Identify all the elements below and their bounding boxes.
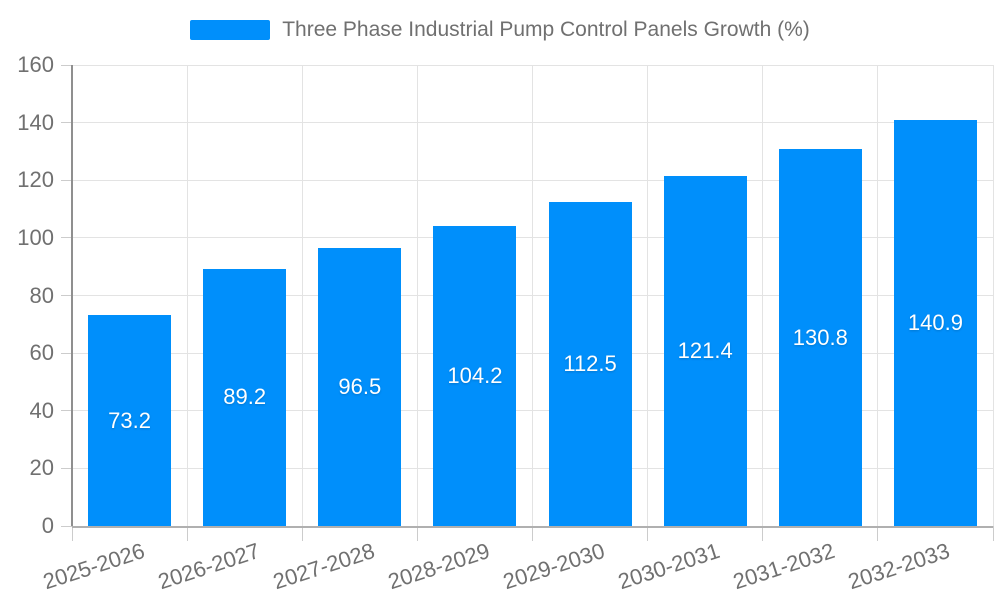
bar[interactable] bbox=[203, 268, 287, 526]
x-axis-tick bbox=[301, 526, 303, 541]
y-axis-tick bbox=[61, 410, 72, 412]
x-axis-tick bbox=[762, 526, 764, 541]
x-axis-tick bbox=[532, 526, 533, 541]
y-axis-label: 20 bbox=[29, 455, 54, 481]
x-axis-tick bbox=[416, 526, 418, 541]
y-axis-label: 40 bbox=[29, 397, 54, 423]
y-axis-line bbox=[71, 65, 73, 526]
x-gridline bbox=[647, 65, 649, 526]
bar[interactable] bbox=[663, 176, 747, 526]
legend-swatch bbox=[190, 20, 271, 40]
y-axis-label: 80 bbox=[29, 282, 54, 308]
y-axis-tick bbox=[61, 64, 72, 66]
x-axis-tick bbox=[186, 526, 188, 541]
y-axis-tick bbox=[61, 179, 72, 181]
y-axis-tick bbox=[61, 467, 72, 469]
bar[interactable] bbox=[548, 201, 632, 526]
x-gridline bbox=[186, 65, 188, 526]
x-gridline bbox=[762, 65, 764, 526]
bar[interactable] bbox=[893, 120, 977, 526]
x-axis-tick bbox=[877, 526, 879, 541]
x-gridline bbox=[301, 65, 303, 526]
y-axis-tick bbox=[61, 352, 72, 354]
y-axis-label: 140 bbox=[17, 109, 54, 135]
bar[interactable] bbox=[88, 315, 172, 526]
y-axis-label: 60 bbox=[29, 340, 54, 366]
bar[interactable] bbox=[778, 149, 862, 526]
y-axis-label: 120 bbox=[17, 167, 54, 193]
legend-item[interactable]: Three Phase Industrial Pump Control Pane… bbox=[0, 18, 1000, 42]
y-axis-tick bbox=[61, 525, 72, 527]
y-axis-tick bbox=[61, 295, 72, 296]
y-axis-tick bbox=[61, 237, 72, 239]
y-axis-label: 160 bbox=[17, 52, 54, 77]
bar[interactable] bbox=[433, 225, 517, 526]
x-axis-tick bbox=[647, 526, 649, 541]
x-axis-tick bbox=[71, 526, 73, 541]
y-axis-label: 0 bbox=[41, 513, 54, 538]
x-gridline bbox=[532, 65, 533, 526]
x-gridline bbox=[877, 65, 879, 526]
x-axis-line bbox=[72, 526, 993, 528]
y-axis-label: 100 bbox=[17, 224, 54, 250]
x-axis-tick bbox=[992, 526, 994, 541]
x-gridline bbox=[992, 65, 994, 526]
y-axis-tick bbox=[61, 122, 72, 124]
bar[interactable] bbox=[318, 247, 402, 526]
legend-label: Three Phase Industrial Pump Control Pane… bbox=[282, 18, 810, 41]
x-gridline bbox=[416, 65, 418, 526]
